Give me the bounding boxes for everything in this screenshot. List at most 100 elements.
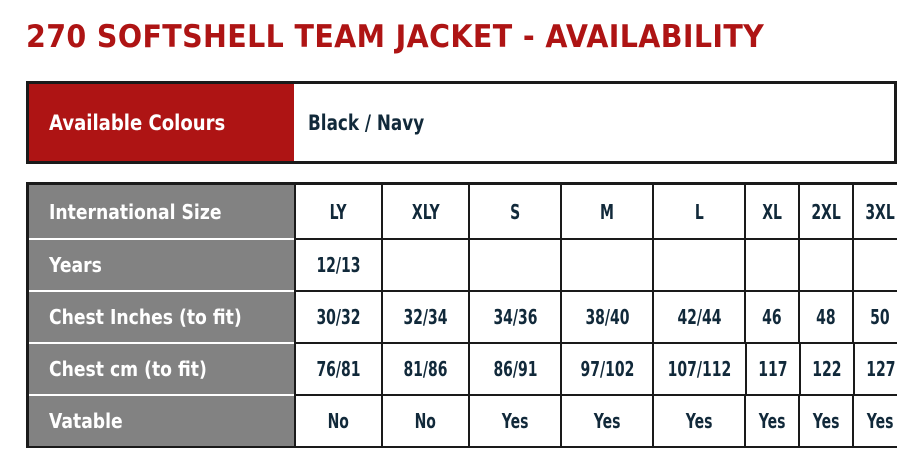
cell-text: 2XL: [811, 199, 841, 224]
available-colours-label: Available Colours: [49, 110, 226, 135]
cell-l: [652, 240, 744, 290]
available-colours-value-cell: Black / Navy: [294, 84, 894, 161]
cell-m: 97/102: [560, 344, 652, 394]
row-label-text: Vatable: [49, 409, 123, 433]
available-colours-table: Available Colours Black / Navy: [26, 81, 897, 164]
cell-s: [468, 240, 560, 290]
cell-3xl: 50: [852, 292, 906, 342]
cell-text: 86/91: [492, 357, 538, 381]
row-cells: 30/32 32/34 34/36 38/40 42/44 46 48 50: [294, 292, 906, 342]
cell-3xl: [852, 240, 906, 290]
cell-text: Yes: [812, 409, 840, 433]
cell-text: 50: [870, 305, 890, 329]
cell-text: L: [694, 199, 704, 224]
cell-s: S: [468, 185, 560, 238]
cell-xly: XLY: [381, 185, 468, 238]
table-row: International Size LY XLY S M L XL 2XL 3…: [29, 185, 906, 238]
cell-xl: 46: [744, 292, 798, 342]
cell-xl: 117: [744, 344, 799, 394]
cell-text: 122: [812, 357, 842, 381]
cell-m: Yes: [560, 396, 652, 446]
available-colours-value: Black / Navy: [308, 110, 425, 135]
cell-ly: 76/81: [294, 344, 381, 394]
cell-text: Yes: [685, 409, 713, 433]
cell-text: M: [600, 199, 614, 224]
cell-m: 38/40: [560, 292, 652, 342]
cell-ly: 30/32: [294, 292, 381, 342]
cell-3xl: 3XL: [852, 185, 906, 238]
cell-3xl: Yes: [852, 396, 906, 446]
cell-ly: No: [294, 396, 381, 446]
page-title: 270 SOFTSHELL TEAM JACKET - AVAILABILITY: [26, 19, 765, 55]
cell-text: Yes: [593, 409, 621, 433]
cell-text: 48: [816, 305, 836, 329]
cell-2xl: 122: [798, 344, 853, 394]
cell-text: 12/13: [316, 253, 361, 277]
cell-l: 107/112: [652, 344, 745, 394]
cell-l: L: [652, 185, 744, 238]
table-row: Chest Inches (to fit) 30/32 32/34 34/36 …: [29, 290, 906, 342]
table-row: Years 12/13: [29, 238, 906, 290]
table-row: Chest cm (to fit) 76/81 81/86 86/91 97/1…: [29, 342, 907, 394]
row-label-vatable: Vatable: [29, 394, 294, 446]
cell-xly: 81/86: [381, 344, 468, 394]
cell-text: 3XL: [865, 199, 895, 224]
cell-text: Yes: [501, 409, 529, 433]
cell-l: 42/44: [652, 292, 744, 342]
row-label-text: International Size: [49, 199, 222, 224]
cell-text: 81/86: [403, 357, 448, 381]
cell-m: [560, 240, 652, 290]
cell-xl: Yes: [744, 396, 798, 446]
row-cells: 76/81 81/86 86/91 97/102 107/112 117 122…: [294, 344, 907, 394]
row-cells: 12/13: [294, 240, 906, 290]
table-row: Vatable No No Yes Yes Yes Yes Yes Yes: [29, 394, 906, 446]
row-cells: LY XLY S M L XL 2XL 3XL: [294, 185, 906, 238]
row-cells: No No Yes Yes Yes Yes Yes Yes: [294, 396, 906, 446]
cell-s: 34/36: [468, 292, 560, 342]
row-label-chest-inches: Chest Inches (to fit): [29, 290, 294, 342]
cell-2xl: Yes: [798, 396, 852, 446]
cell-text: No: [327, 409, 350, 433]
cell-text: S: [509, 199, 521, 224]
cell-ly: 12/13: [294, 240, 381, 290]
cell-xly: [381, 240, 468, 290]
cell-text: 38/40: [584, 305, 630, 329]
row-label-text: Years: [49, 253, 102, 277]
cell-xl: [744, 240, 798, 290]
cell-text: Yes: [758, 409, 786, 433]
row-label-years: Years: [29, 238, 294, 290]
row-label-chest-cm: Chest cm (to fit): [29, 342, 294, 394]
cell-xly: 32/34: [381, 292, 468, 342]
cell-text: 46: [762, 305, 782, 329]
cell-m: M: [560, 185, 652, 238]
cell-2xl: 2XL: [798, 185, 852, 238]
cell-text: Yes: [866, 409, 894, 433]
cell-text: LY: [330, 199, 347, 224]
cell-2xl: 48: [798, 292, 852, 342]
cell-xly: No: [381, 396, 468, 446]
cell-text: 76/81: [316, 357, 361, 381]
cell-text: 117: [758, 357, 788, 381]
cell-text: XL: [762, 199, 782, 224]
cell-2xl: [798, 240, 852, 290]
cell-s: 86/91: [468, 344, 560, 394]
cell-xl: XL: [744, 185, 798, 238]
cell-3xl: 127: [852, 344, 907, 394]
cell-text: 97/102: [580, 357, 634, 381]
row-label-text: Chest Inches (to fit): [49, 305, 242, 329]
cell-text: 34/36: [492, 305, 538, 329]
cell-text: 107/112: [667, 357, 732, 381]
cell-text: XLY: [411, 199, 440, 224]
row-label-international-size: International Size: [29, 185, 294, 238]
cell-text: No: [414, 409, 437, 433]
cell-ly: LY: [294, 185, 381, 238]
cell-text: 127: [866, 357, 896, 381]
cell-text: 30/32: [316, 305, 361, 329]
size-availability-table: International Size LY XLY S M L XL 2XL 3…: [26, 182, 907, 448]
available-colours-label-cell: Available Colours: [29, 84, 294, 161]
cell-l: Yes: [652, 396, 744, 446]
cell-s: Yes: [468, 396, 560, 446]
cell-text: 32/34: [403, 305, 448, 329]
cell-text: 42/44: [676, 305, 722, 329]
row-label-text: Chest cm (to fit): [49, 357, 207, 381]
